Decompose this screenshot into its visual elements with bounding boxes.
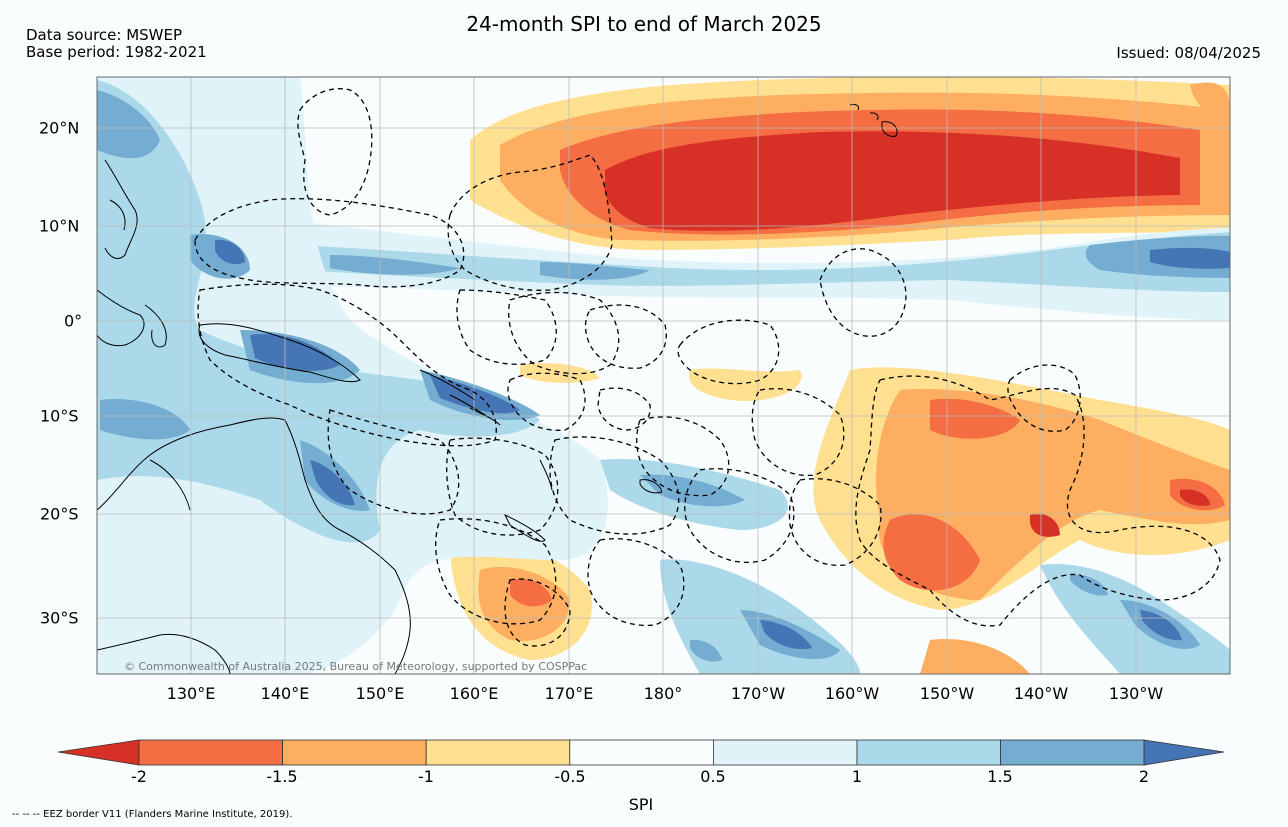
- eez-nauru-kiribati-west: [456, 289, 557, 365]
- coast-new-guinea: [198, 323, 361, 383]
- coast-southern-australia: [97, 633, 231, 674]
- coast-hawaii: [849, 103, 898, 137]
- lon-label-150e: 150°E: [355, 684, 405, 703]
- dry-region-kermadec-strong: [510, 578, 552, 607]
- dry-patch-central: [689, 368, 802, 401]
- lon-label-170e: 170°E: [544, 684, 594, 703]
- lon-label-150w: 150°W: [919, 684, 975, 703]
- wet-band-equatorial-strong: [1150, 247, 1230, 269]
- colorbar-extend-high: [1143, 739, 1225, 766]
- colorbar-tick: -2: [131, 767, 147, 786]
- eez-pitcairn: [1007, 364, 1081, 432]
- lon-label-160w: 160°W: [824, 684, 880, 703]
- wet-region-se-pacific-strong: [1140, 610, 1182, 641]
- colorbar-extend-low: [57, 739, 140, 766]
- eez-tuvalu: [507, 372, 586, 431]
- dry-region-south-extreme: [1030, 489, 1210, 537]
- eez-footnote: -- -- -- EEZ border V11 (Flanders Marine…: [12, 809, 293, 820]
- lon-label-140e: 140°E: [260, 684, 310, 703]
- dry-region-south-core: [883, 398, 1225, 591]
- coast-new-caledonia: [503, 513, 546, 542]
- colorbar-segment-2: [282, 739, 427, 766]
- lon-label-180: 180°: [643, 684, 683, 703]
- map-frame: [96, 76, 1231, 675]
- coast-fiji: [639, 479, 663, 494]
- wet-band-equatorial-mid: [300, 232, 1230, 292]
- lat-label-20n: 20°N: [39, 118, 80, 138]
- lon-label-140w: 140°W: [1013, 684, 1069, 703]
- lat-label-10s: 10°S: [40, 406, 79, 426]
- dry-region-south-bottom: [920, 639, 1030, 674]
- eez-borders: [194, 88, 1221, 647]
- lon-label-170w: 170°W: [730, 684, 786, 703]
- colorbar-tick: -1.5: [266, 767, 298, 786]
- lat-label-10n: 10°N: [39, 216, 80, 236]
- colorbar-tick: -0.5: [554, 767, 586, 786]
- eez-fiji: [549, 436, 680, 535]
- wet-region-west-mid: [97, 80, 540, 543]
- colorbar-segment-4: [569, 739, 714, 766]
- coastlines: [97, 103, 898, 674]
- eez-niue-cooks: [751, 388, 882, 566]
- colorbar-tick: 0.5: [700, 767, 726, 786]
- eez-french-polynesia: [855, 375, 1221, 627]
- colorbar-segment-7: [1000, 739, 1145, 766]
- lat-label-20s: 20°S: [40, 504, 79, 524]
- base-period-text: Base period: 1982-2021: [26, 43, 207, 61]
- wet-band-equatorial-core: [330, 235, 1230, 280]
- wet-region-south-pacific-strong: [760, 620, 812, 650]
- eez-solomons-vanuatu: [327, 409, 559, 536]
- data-source-info: Data source: MSWEP Base period: 1982-202…: [26, 27, 207, 61]
- graticule: [97, 77, 1230, 674]
- eez-north-marianas: [297, 88, 373, 216]
- colorbar-segment-3: [425, 739, 571, 766]
- coast-sulawesi: [144, 304, 167, 348]
- colorbar-segment-5: [713, 739, 858, 766]
- coast-australia: [97, 417, 411, 674]
- colorbar-tick: 2: [1138, 767, 1150, 786]
- coast-borneo: [97, 289, 145, 347]
- colorbar-segment-6: [856, 739, 1002, 766]
- colorbar: [57, 739, 1225, 766]
- eez-kiribati-line: [677, 248, 907, 385]
- coast-vanuatu: [539, 459, 553, 491]
- colorbar-tick: -1: [418, 767, 434, 786]
- colorbar-label: SPI: [628, 795, 654, 814]
- issued-date: Issued: 08/04/2025: [1116, 44, 1261, 62]
- map-title: 24-month SPI to end of March 2025: [466, 12, 822, 36]
- eez-fsm: [194, 198, 465, 288]
- map-area: © Commonwealth of Australia 2025, Bureau…: [97, 77, 1230, 674]
- dry-region-north-core: [604, 131, 1180, 231]
- eez-kermadec: [587, 538, 685, 627]
- eez-tokelau: [597, 387, 651, 431]
- wet-band-equatorial-outer: [180, 210, 1230, 320]
- eez-new-caledonia-norfolk: [435, 518, 571, 647]
- dry-patch-central-2: [520, 363, 600, 383]
- lat-label-0: 0°: [64, 311, 83, 331]
- eez-kiribati-phoenix: [584, 304, 667, 369]
- data-source-text: Data source: MSWEP: [26, 26, 183, 44]
- colorbar-tick: 1.5: [987, 767, 1013, 786]
- colorbar-tick: 1: [851, 767, 863, 786]
- lon-label-130w: 130°W: [1108, 684, 1164, 703]
- colorbar-segment-1: [138, 739, 284, 766]
- lat-label-30s: 30°S: [40, 608, 79, 628]
- lon-label-160e: 160°E: [449, 684, 499, 703]
- lon-label-130e: 130°E: [166, 684, 216, 703]
- eez-marshall: [447, 154, 613, 291]
- copyright-text: © Commonwealth of Australia 2025, Bureau…: [124, 660, 587, 673]
- eez-tonga-samoa: [636, 416, 795, 564]
- eez-kiribati-gilbert: [508, 291, 620, 375]
- wet-region-central-south-core: [640, 474, 745, 507]
- dry-patch-ne: [1190, 82, 1230, 114]
- wet-region-west-core: [97, 90, 540, 511]
